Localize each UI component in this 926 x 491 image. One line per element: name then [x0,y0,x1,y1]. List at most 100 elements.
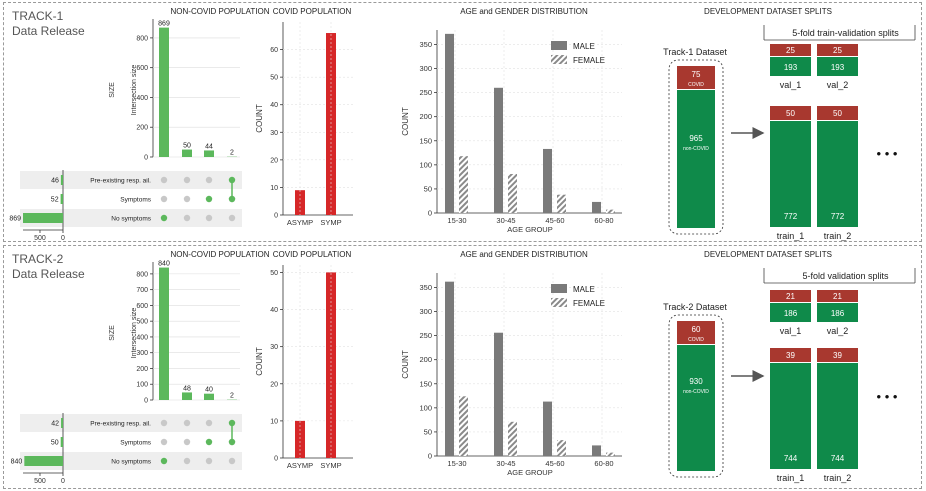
set-size-label: 50 [51,440,59,447]
age-x-tick-label: 15-30 [447,459,466,468]
age-bar-male [592,445,601,456]
upset-bar-label: 40 [205,387,213,394]
upset-y-tick-label: 600 [136,303,148,310]
age-title: AGE and GENDER DISTRIBUTION [460,7,588,16]
val-covid-count: 25 [833,46,842,55]
upset-bar-label: 50 [183,143,191,150]
age-y-tick-label: 100 [419,403,432,412]
val-name: val_2 [827,326,849,336]
covid-x-tick-label: SYMP [320,218,341,227]
covid-y-tick-label: 50 [270,270,278,277]
dataset-noncovid-count: 930 [689,377,703,386]
age-y-tick-label: 50 [424,184,432,193]
set-size-bar [24,456,63,466]
upset-bar-label: 48 [183,385,191,392]
upset-matrix-dot [228,457,236,465]
train-name: train_1 [777,231,805,241]
val-name: val_1 [780,80,802,90]
age-bar-male [543,401,552,456]
upset-bar [182,392,192,400]
covid-y-tick-label: 40 [270,307,278,314]
upset-bar-label: 840 [158,261,170,268]
age-y-tick-label: 300 [419,64,432,73]
train-name: train_1 [777,473,805,483]
train-noncovid-block [817,121,858,227]
upset-matrix-dot [160,176,168,184]
upset-matrix-dot [183,457,191,465]
age-bar-female [459,396,468,456]
age-bar-female [606,209,615,213]
age-bar-male [543,148,552,213]
age-y-tick-label: 250 [419,88,432,97]
covid-y-tick-label: 0 [274,213,278,220]
upset-matrix-dot [160,419,168,427]
upset-row-band [20,414,242,432]
dataset-label: Track-1 Dataset [663,47,727,57]
age-bar-male [445,281,454,456]
val-covid-count: 25 [786,46,795,55]
val-covid-count: 21 [786,292,795,301]
covid-x-tick-label: SYMP [320,461,341,470]
covid-x-tick-label: ASYMP [287,461,313,470]
upset-ylabel-outer: SIZE [109,82,116,98]
upset-row-label: Pre-existing resp. ail. [90,178,151,185]
train-covid-block [770,106,811,120]
upset-matrix-dot [160,438,168,446]
dataset-noncovid-label: non-COVID [683,389,709,395]
upset-matrix-dot [228,438,236,446]
train-covid-count: 39 [786,351,795,360]
upset-y-tick-label: 400 [136,95,148,102]
train-covid-count: 50 [786,109,795,118]
covid-ylabel: COUNT [255,347,264,376]
covid-y-tick-label: 30 [270,130,278,137]
upset-matrix-dot [205,214,213,222]
upset-row-label: Symptoms [120,440,151,447]
dataset-covid-count: 60 [692,325,701,334]
train-covid-block [817,348,858,362]
upset-ylabel-outer: SIZE [109,325,116,341]
upset-title: NON-COVID POPULATION [171,250,270,259]
legend-label-female: FEMALE [573,299,605,308]
set-size-bar [61,418,63,428]
age-bar-female [508,173,517,213]
age-xlabel: AGE GROUP [507,468,552,477]
split-ellipsis: • • • [877,389,898,404]
upset-y-tick-label: 300 [136,350,148,357]
dataset-noncovid-label: non-COVID [683,146,709,152]
dataset-covid-count: 75 [692,70,701,79]
legend-label-male: MALE [573,285,595,294]
upset-matrix-dot [205,419,213,427]
upset-bar-label: 869 [158,21,170,28]
upset-matrix-dot [205,457,213,465]
age-y-tick-label: 0 [428,209,432,218]
upset-matrix-dot [183,214,191,222]
set-axis-tick-label: 0 [61,235,65,242]
upset-y-tick-label: 600 [136,65,148,72]
age-xlabel: AGE GROUP [507,225,552,234]
val-noncovid-count: 186 [784,309,798,318]
covid-y-tick-label: 30 [270,344,278,351]
val-noncovid-block [770,303,811,322]
covid-title: COVID POPULATION [273,250,352,259]
set-size-label: 869 [9,216,21,223]
upset-matrix-dot [160,195,168,203]
splits-title: DEVELOPMENT DATASET SPLITS [704,7,832,16]
age-title: AGE and GENDER DISTRIBUTION [460,250,588,259]
covid-y-tick-label: 50 [270,75,278,82]
upset-matrix-dot [183,195,191,203]
set-size-bar [60,175,63,185]
age-bar-male [494,87,503,213]
bracket-label: 5-fold validation splits [802,271,889,281]
val-name: val_2 [827,80,849,90]
upset-y-tick-label: 100 [136,382,148,389]
age-y-tick-label: 200 [419,112,432,121]
upset-row-band [20,171,242,189]
upset-row-label: No symptoms [111,216,151,223]
age-bar-male [592,201,601,213]
covid-x-tick-label: ASYMP [287,218,313,227]
age-x-tick-label: 45-60 [545,459,564,468]
age-bar-female [459,156,468,213]
upset-bar-label: 2 [230,150,234,157]
upset-y-tick-label: 0 [144,398,148,405]
